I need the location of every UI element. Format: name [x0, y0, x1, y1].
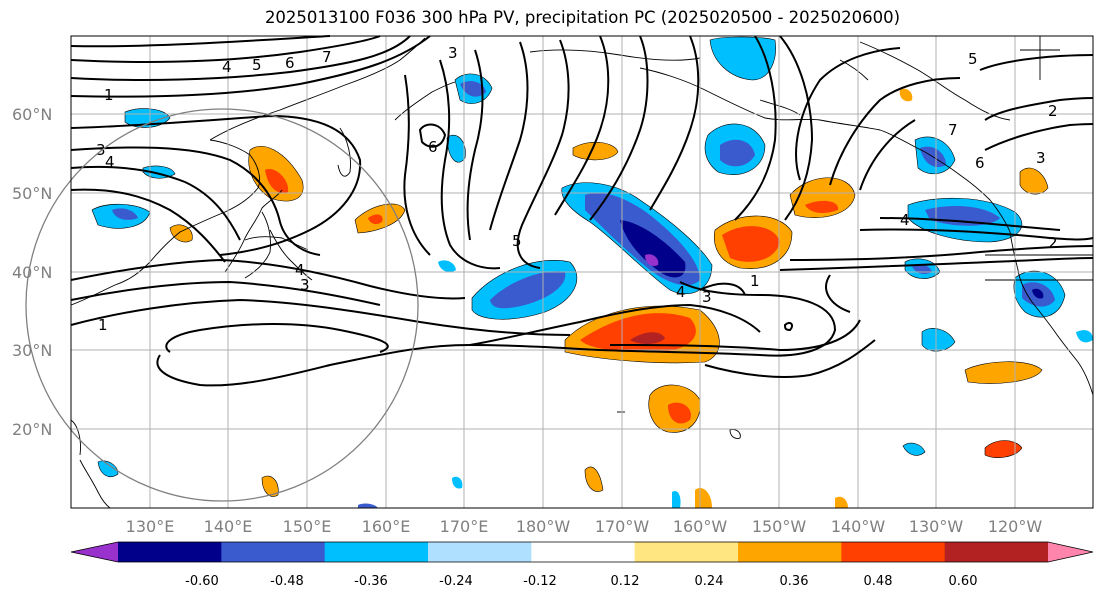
- plot-area: 1 3 4 4 5 6 7 3 6 5 4 3 1 1 4 3 4 2 2 5 …: [25, 35, 1094, 509]
- precip-positive-areas: [169, 88, 1049, 508]
- lon-label: 140°W: [831, 517, 886, 536]
- lat-label: 40°N: [12, 263, 52, 282]
- lon-label: 170°W: [595, 517, 650, 536]
- colorbar-tick-label: 0.12: [611, 574, 640, 589]
- pv-label: 3: [96, 141, 106, 159]
- colorbar-tick-label: -0.24: [439, 574, 473, 589]
- colorbar-tick-labels: -0.60 -0.48 -0.36 -0.24 -0.12 0.12 0.24 …: [185, 574, 977, 589]
- colorbar-segment: [634, 542, 739, 562]
- lon-label: 150°E: [283, 517, 332, 536]
- colorbar-tick-label: -0.48: [270, 574, 304, 589]
- colorbar-segment: [118, 542, 222, 562]
- lon-label: 140°E: [204, 517, 253, 536]
- colorbar-tick-label: 0.48: [864, 574, 893, 589]
- pv-label: 7: [322, 48, 332, 66]
- colorbar-extend-high: [1048, 542, 1093, 562]
- pv-label: 4: [222, 58, 232, 76]
- pv-label: 3: [300, 276, 310, 294]
- pv-label: 6: [285, 54, 295, 72]
- pv-label: 1: [98, 316, 108, 334]
- pv-label: 3: [702, 288, 712, 306]
- pv-label: 2: [1048, 234, 1058, 252]
- colorbar-segment: [324, 542, 429, 562]
- lon-label: 180°W: [516, 517, 571, 536]
- pv-label: 2: [1048, 102, 1058, 120]
- pv-label: 4: [295, 261, 305, 279]
- map-title: 2025013100 F036 300 hPa PV, precipitatio…: [264, 8, 901, 27]
- lon-label: 160°W: [673, 517, 728, 536]
- pv-label: 1: [750, 272, 760, 290]
- lon-label: 130°W: [909, 517, 964, 536]
- lon-label: 160°E: [362, 517, 411, 536]
- pv-label: 7: [948, 121, 958, 139]
- colorbar-segment: [944, 542, 1049, 562]
- colorbar-segment: [428, 542, 532, 562]
- pv-label: 4: [900, 211, 910, 229]
- colorbar-tick-label: -0.12: [523, 574, 557, 589]
- lat-label: 30°N: [12, 341, 52, 360]
- colorbar-extend-low: [71, 542, 118, 562]
- colorbar-tick-label: 0.36: [780, 574, 809, 589]
- pv-label: 4: [676, 283, 686, 301]
- pv-label: 5: [512, 232, 522, 250]
- colorbar-segment: [221, 542, 326, 562]
- pv-label: 5: [252, 56, 262, 74]
- plot-frame: [70, 35, 1094, 509]
- lon-label: 120°W: [988, 517, 1043, 536]
- lat-label: 50°N: [12, 184, 52, 203]
- range-circle: [25, 108, 419, 502]
- colorbar-segment: [531, 542, 636, 562]
- lon-label: 130°E: [126, 517, 175, 536]
- coastlines: [70, 36, 1094, 509]
- longitude-labels: 130°E 140°E 150°E 160°E 170°E 180°W 170°…: [126, 517, 1043, 536]
- colorbar-tick-label: 0.24: [695, 574, 724, 589]
- pv-contours: [70, 35, 1094, 387]
- pv-label: 4: [105, 153, 115, 171]
- colorbar: [70, 541, 1094, 563]
- pv-label: 1: [104, 86, 114, 104]
- lon-label: 170°E: [440, 517, 489, 536]
- latitude-labels: 60°N 50°N 40°N 30°N 20°N: [12, 105, 52, 439]
- colorbar-segment: [738, 542, 842, 562]
- pv-label: 6: [975, 154, 985, 172]
- colorbar-outline: [70, 541, 1094, 563]
- colorbar-tick-label: -0.60: [185, 574, 219, 589]
- colorbar-tick-label: -0.36: [354, 574, 388, 589]
- pv-contour-labels: 1 3 4 4 5 6 7 3 6 5 4 3 1 1 4 3 4 2 2 5 …: [96, 44, 1058, 334]
- colorbar-tick-label: 0.60: [949, 574, 978, 589]
- lon-label: 150°W: [752, 517, 807, 536]
- lat-label: 60°N: [12, 105, 52, 124]
- pv-label: 3: [448, 44, 458, 62]
- pv-label: 6: [428, 138, 438, 156]
- colorbar-segment: [841, 542, 946, 562]
- pv-label: 3: [1036, 149, 1046, 167]
- pv-label: 5: [968, 50, 978, 68]
- lat-label: 20°N: [12, 420, 52, 439]
